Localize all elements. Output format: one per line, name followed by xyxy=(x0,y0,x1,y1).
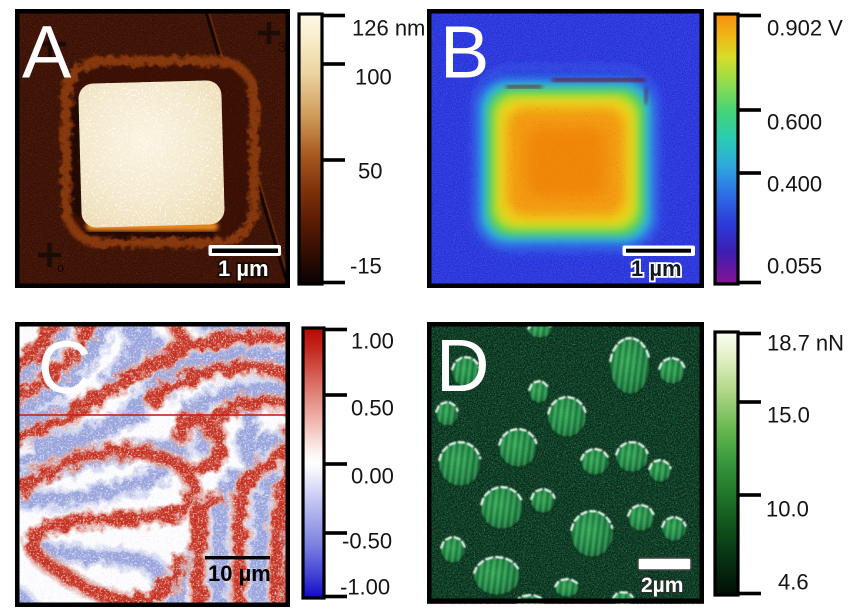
svg-text:-0.50: -0.50 xyxy=(342,529,392,554)
svg-text:10.0: 10.0 xyxy=(766,497,809,522)
svg-text:1 µm: 1 µm xyxy=(218,256,269,281)
svg-text:A: A xyxy=(22,11,72,94)
svg-text:126 nm: 126 nm xyxy=(352,16,425,41)
svg-text:2µm: 2µm xyxy=(641,574,683,597)
svg-text:D: D xyxy=(436,324,489,407)
svg-text:B: B xyxy=(440,11,489,94)
svg-text:100: 100 xyxy=(355,65,392,90)
svg-text:o: o xyxy=(57,260,64,275)
svg-text:0.50: 0.50 xyxy=(351,396,394,421)
svg-text:C: C xyxy=(38,326,91,409)
svg-text:0.055: 0.055 xyxy=(767,254,822,279)
svg-text:10 µm: 10 µm xyxy=(208,561,271,586)
svg-text:15.0: 15.0 xyxy=(767,403,810,428)
svg-text:-1.00: -1.00 xyxy=(340,575,390,600)
svg-text:4.6: 4.6 xyxy=(778,570,809,595)
svg-text:-15: -15 xyxy=(350,254,382,279)
svg-text:0.902 V: 0.902 V xyxy=(767,16,843,41)
svg-text:1.00: 1.00 xyxy=(351,329,394,354)
svg-text:3: 3 xyxy=(278,39,286,56)
svg-text:18.7 nN: 18.7 nN xyxy=(767,331,844,356)
svg-text:0.400: 0.400 xyxy=(767,172,822,197)
svg-text:50: 50 xyxy=(358,159,382,184)
svg-text:0.00: 0.00 xyxy=(351,464,394,489)
svg-text:1 µm: 1 µm xyxy=(631,256,682,281)
svg-text:0.600: 0.600 xyxy=(767,110,822,135)
